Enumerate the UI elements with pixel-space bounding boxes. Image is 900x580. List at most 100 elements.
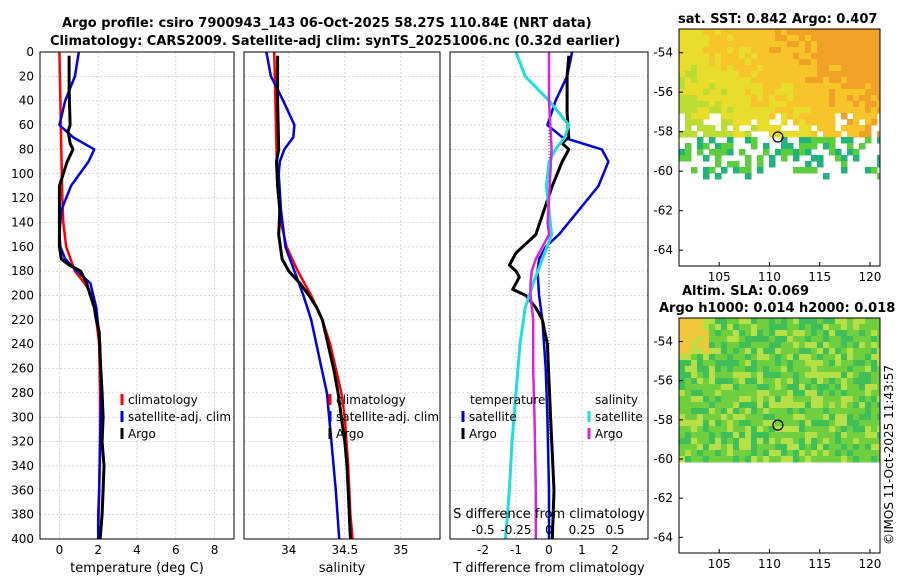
sla-map-cell — [757, 348, 764, 355]
sla-map-cell — [763, 342, 770, 349]
salinity-frame — [243, 51, 441, 540]
sla-map-cell — [805, 408, 812, 415]
sla-map-cell — [829, 330, 836, 337]
sst-map-cell — [715, 29, 722, 36]
sla-map-cell — [769, 408, 776, 415]
sla-map-cell — [811, 450, 818, 457]
sla-map-cell — [739, 384, 746, 391]
sla-map-cell — [733, 378, 740, 385]
sst-map-cell — [793, 53, 800, 60]
sst-map-cell — [835, 83, 842, 90]
sla-map-cell — [793, 354, 800, 361]
sst-map-cell — [733, 119, 740, 126]
sst-map-cell — [733, 59, 740, 66]
sst-map-cell — [745, 29, 752, 36]
sla-map-cell — [805, 318, 812, 325]
sla-map-cell — [817, 420, 824, 427]
sla-map-cell — [841, 456, 848, 463]
sla-map-cell — [703, 348, 710, 355]
sst-map-cell — [865, 59, 872, 66]
sst-map-cell — [793, 89, 800, 96]
sla-map-cell — [787, 456, 794, 463]
legend-label: climatology — [128, 393, 198, 407]
sst-map-cell — [853, 83, 860, 90]
sla-map-cell — [841, 360, 848, 367]
sst-map-cell — [847, 131, 854, 138]
sla-map-cell — [739, 408, 746, 415]
sla-map-cell — [769, 450, 776, 457]
map-x-tick-label: 120 — [858, 270, 881, 284]
sst-map-cell — [697, 149, 704, 156]
sla-map-cell — [847, 396, 854, 403]
sst-map-cell — [817, 83, 824, 90]
sla-map-cell — [721, 432, 728, 439]
sst-map-cell — [859, 65, 866, 72]
sst-map-cell — [823, 107, 830, 114]
sla-map-cell — [841, 366, 848, 373]
sla-map-cell — [775, 336, 782, 343]
sst-map-cell — [841, 77, 848, 84]
sla-map-cell — [769, 342, 776, 349]
sst-map-cell — [793, 29, 800, 36]
sla-map-cell — [865, 348, 872, 355]
sla-map-cell — [697, 348, 704, 355]
sst-map-cell — [775, 77, 782, 84]
sla-map-cell — [757, 354, 764, 361]
sst-map-cell — [733, 101, 740, 108]
sst-map-cell — [793, 41, 800, 48]
sst-map-cell — [841, 29, 848, 36]
sla-map-cell — [727, 408, 734, 415]
sla-map-cell — [835, 444, 842, 451]
sla-map-cell — [859, 444, 866, 451]
sst-map-cell — [775, 95, 782, 102]
sla-map-cell — [691, 444, 698, 451]
sla-map-cell — [721, 438, 728, 445]
sst-map-cell — [817, 125, 824, 132]
sla-map-cell — [817, 396, 824, 403]
sst-map-cell — [799, 47, 806, 54]
sla-map-cell — [871, 426, 878, 433]
sst-map-cell — [757, 113, 764, 120]
sla-map-cell — [691, 384, 698, 391]
sst-map-cell — [793, 101, 800, 108]
sla-map-cell — [853, 378, 860, 385]
sst-map-cell — [853, 95, 860, 102]
sla-map-cell — [871, 390, 878, 397]
sst-map-cell — [805, 35, 812, 42]
sla-map-cell — [685, 330, 692, 337]
sst-map-cell — [865, 113, 872, 120]
sst-map-cell — [823, 47, 830, 54]
sla-map-cell — [781, 426, 788, 433]
sst-map-cell — [877, 155, 880, 162]
sst-map-cell — [823, 71, 830, 78]
sst-map-cell — [727, 59, 734, 66]
sla-map-cell — [685, 324, 692, 331]
sla-map-cell — [709, 414, 716, 421]
sla-map-cell — [715, 432, 722, 439]
sst-map-cell — [859, 89, 866, 96]
sst-map-cell — [811, 77, 818, 84]
sst-map-cell — [859, 101, 866, 108]
legend-label: satellite-adj. clim — [128, 410, 231, 424]
sla-map-cell — [775, 420, 782, 427]
sst-map-cell — [733, 41, 740, 48]
sla-map-cell — [715, 426, 722, 433]
sla-map-cell — [727, 432, 734, 439]
sst-map-cell — [781, 47, 788, 54]
sla-map-cell — [715, 456, 722, 463]
sla-map-cell — [715, 342, 722, 349]
sla-map-cell — [835, 456, 842, 463]
sst-map-cell — [793, 95, 800, 102]
sla-map-cell — [739, 444, 746, 451]
s-tick-label: 0.25 — [569, 523, 596, 537]
sla-map-cell — [757, 450, 764, 457]
sst-map-cell — [739, 29, 746, 36]
sst-map-cell — [823, 137, 830, 144]
sla-map-cell — [763, 354, 770, 361]
sla-map-cell — [715, 354, 722, 361]
sst-map-cell — [781, 83, 788, 90]
sla-map-cell — [739, 360, 746, 367]
sla-map-cell — [703, 432, 710, 439]
sst-map-cell — [781, 113, 788, 120]
sla-map-cell — [829, 444, 836, 451]
